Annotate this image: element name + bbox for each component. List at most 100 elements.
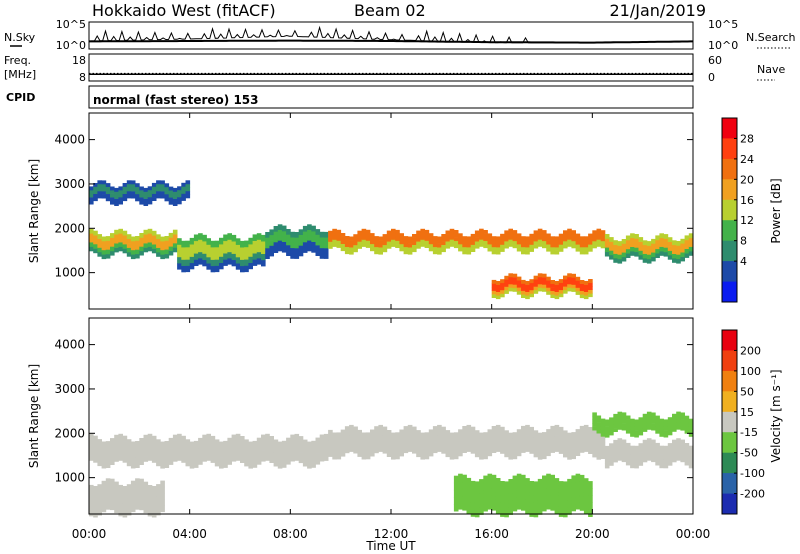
- heatmap-cell: [445, 451, 451, 458]
- heatmap-cell: [110, 454, 115, 460]
- heatmap-cell: [516, 233, 522, 238]
- heatmap-cell: [634, 247, 639, 253]
- heatmap-cell: [655, 422, 660, 427]
- heatmap-cell: [483, 442, 488, 449]
- heatmap-cell: [604, 426, 610, 431]
- heatmap-cell: [613, 424, 618, 429]
- heatmap-cell: [474, 488, 480, 496]
- heatmap-cell: [332, 228, 337, 233]
- heatmap-cell: [340, 434, 346, 441]
- heatmap-cell: [151, 239, 157, 245]
- heatmap-cell: [680, 423, 685, 427]
- heatmap-cell: [130, 249, 136, 255]
- heatmap-cell: [512, 453, 518, 460]
- heatmap-cell: [592, 451, 597, 458]
- heatmap-cell: [617, 455, 623, 461]
- heatmap-cell: [609, 245, 614, 251]
- heatmap-cell: [89, 242, 94, 247]
- heatmap-cell: [495, 446, 501, 452]
- heatmap-cell: [256, 443, 262, 449]
- heatmap-cell: [512, 437, 518, 444]
- heatmap-cell: [579, 431, 585, 437]
- heatmap-cell: [252, 240, 258, 248]
- heatmap-cell: [374, 442, 379, 448]
- heatmap-cell: [244, 246, 249, 254]
- heatmap-cell: [575, 502, 581, 510]
- heatmap-cell: [311, 231, 316, 237]
- heatmap-cell: [525, 506, 530, 514]
- heatmap-cell: [449, 232, 455, 237]
- heatmap-cell: [89, 497, 94, 504]
- heatmap-cell: [663, 463, 669, 469]
- heatmap-cell: [521, 474, 526, 483]
- heatmap-cell: [223, 440, 228, 447]
- heatmap-cell: [542, 233, 547, 238]
- heatmap-cell: [114, 243, 119, 248]
- heatmap-cell: [583, 499, 589, 507]
- heatmap-cell: [563, 289, 568, 294]
- heatmap-cell: [114, 198, 119, 203]
- heatmap-cell: [500, 437, 505, 444]
- heatmap-cell: [156, 183, 161, 188]
- heatmap-cell: [323, 247, 329, 254]
- heatmap-cell: [151, 457, 157, 463]
- heatmap-cell: [185, 190, 191, 195]
- heatmap-cell: [365, 443, 371, 449]
- heatmap-cell: [332, 453, 337, 460]
- heatmap-cell: [613, 258, 618, 263]
- heatmap-cell: [525, 247, 530, 251]
- heatmap-cell: [567, 283, 572, 288]
- heatmap-cell: [491, 239, 497, 244]
- heatmap-cell: [177, 189, 182, 194]
- heatmap-cell: [365, 448, 371, 454]
- heatmap-cell: [412, 237, 417, 242]
- heatmap-cell: [571, 280, 576, 285]
- heatmap-cell: [214, 246, 220, 254]
- heatmap-cell: [399, 236, 404, 241]
- heatmap-cell: [265, 248, 270, 254]
- heatmap-cell: [105, 490, 111, 498]
- heatmap-cell: [177, 449, 182, 456]
- heatmap-cell: [680, 238, 685, 244]
- heatmap-cell: [588, 509, 593, 517]
- heatmap-cell: [336, 432, 342, 439]
- colorbar-swatch: [722, 281, 737, 303]
- heatmap-cell: [151, 486, 157, 493]
- heatmap-cell: [105, 190, 111, 195]
- heatmap-cell: [193, 456, 199, 463]
- heatmap-cell: [353, 241, 358, 246]
- heatmap-cell: [156, 508, 161, 516]
- heatmap-cell: [625, 419, 631, 423]
- heatmap-cell: [126, 449, 132, 456]
- heatmap-cell: [240, 451, 245, 458]
- heatmap-cell: [495, 478, 501, 486]
- heatmap-cell: [521, 447, 526, 453]
- heatmap-cell: [588, 448, 593, 454]
- heatmap-cell: [533, 282, 539, 287]
- heatmap-cell: [93, 190, 98, 194]
- heatmap-cell: [525, 499, 530, 507]
- heatmap-cell: [126, 194, 132, 199]
- heatmap-cell: [533, 286, 539, 291]
- heatmap-cell: [529, 495, 534, 503]
- heatmap-cell: [432, 442, 438, 448]
- heatmap-cell: [558, 481, 564, 489]
- heatmap-cell: [533, 233, 539, 238]
- heatmap-cell: [600, 448, 606, 454]
- heatmap-cell: [588, 495, 593, 503]
- heatmap-cell: [491, 474, 497, 483]
- heatmap-cell: [445, 234, 451, 238]
- heatmap-cell: [529, 286, 534, 291]
- heatmap-cell: [223, 462, 228, 468]
- heatmap-cell: [487, 473, 493, 482]
- heatmap-cell: [646, 422, 652, 427]
- x-tick-label: 12:00: [374, 527, 409, 541]
- heatmap-cell: [575, 445, 581, 451]
- heatmap-cell: [512, 496, 518, 505]
- heatmap-cell: [521, 236, 526, 241]
- heatmap-cell: [277, 447, 283, 453]
- heatmap-cell: [525, 281, 530, 285]
- heatmap-cell: [575, 287, 581, 292]
- heatmap-cell: [466, 485, 472, 493]
- heatmap-cell: [227, 443, 232, 449]
